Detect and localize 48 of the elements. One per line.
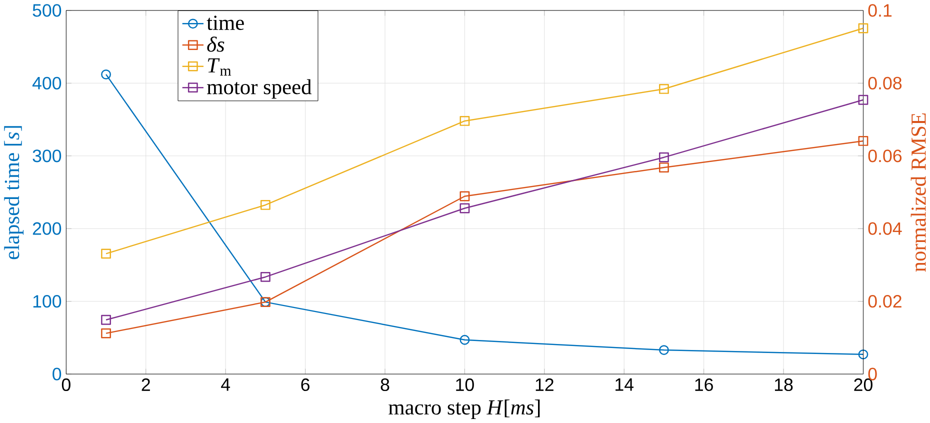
point bbox=[460, 203, 470, 214]
point bbox=[858, 23, 868, 34]
y2-tick-label: 0.04 bbox=[868, 222, 902, 235]
legend-label: T$_{m}$ bbox=[208, 58, 232, 76]
x-tick-label: 18 bbox=[774, 378, 793, 392]
x-tick-label: 14 bbox=[616, 378, 634, 391]
x-tick-label: 10 bbox=[456, 378, 474, 392]
point bbox=[858, 349, 868, 360]
point bbox=[460, 334, 470, 345]
point bbox=[659, 152, 669, 162]
x-tick-label: 4 bbox=[221, 378, 230, 391]
point bbox=[858, 136, 868, 146]
y-tick-label: 100 bbox=[33, 294, 62, 308]
x-tick-label: 12 bbox=[536, 378, 554, 391]
y2-tick-label: 0.08 bbox=[868, 76, 902, 90]
point bbox=[659, 84, 669, 94]
point bbox=[101, 69, 111, 80]
y-tick-label: 0 bbox=[52, 368, 62, 380]
point bbox=[260, 200, 270, 210]
y2-tick-label: 0.06 bbox=[868, 150, 902, 162]
x-tick-label: 0 bbox=[62, 378, 70, 392]
x-tick-label: 16 bbox=[695, 378, 713, 392]
y-axis-title: elapsed time [s] bbox=[4, 126, 24, 260]
point bbox=[101, 314, 111, 325]
point bbox=[659, 345, 669, 355]
y-tick-label: 200 bbox=[32, 222, 62, 235]
y-tick-label: 300 bbox=[32, 150, 62, 162]
y2-tick-label: 0 bbox=[868, 368, 877, 380]
x-axis-title: macro step H[ms] bbox=[388, 400, 540, 419]
y-tick-label: 400 bbox=[32, 76, 62, 90]
legend-label: δs bbox=[207, 36, 224, 52]
y-tick-label: 500 bbox=[32, 4, 62, 17]
x-tick-label: 2 bbox=[142, 378, 150, 391]
point bbox=[260, 272, 270, 282]
point bbox=[101, 328, 111, 338]
point bbox=[858, 94, 868, 105]
y2-axis-title: normalized RMSE bbox=[910, 113, 926, 272]
x-tick-label: 20 bbox=[854, 378, 872, 392]
x-tick-label: 8 bbox=[380, 378, 390, 392]
y2-tick-label: 0.1 bbox=[868, 4, 892, 17]
legend-label: motor speed bbox=[207, 79, 312, 99]
point bbox=[659, 162, 669, 172]
legend-label: time bbox=[206, 16, 244, 30]
point bbox=[460, 191, 470, 202]
point bbox=[101, 248, 111, 259]
point bbox=[460, 116, 470, 126]
y2-tick-label: 0.02 bbox=[868, 294, 902, 308]
x-tick-label: 6 bbox=[301, 378, 310, 392]
